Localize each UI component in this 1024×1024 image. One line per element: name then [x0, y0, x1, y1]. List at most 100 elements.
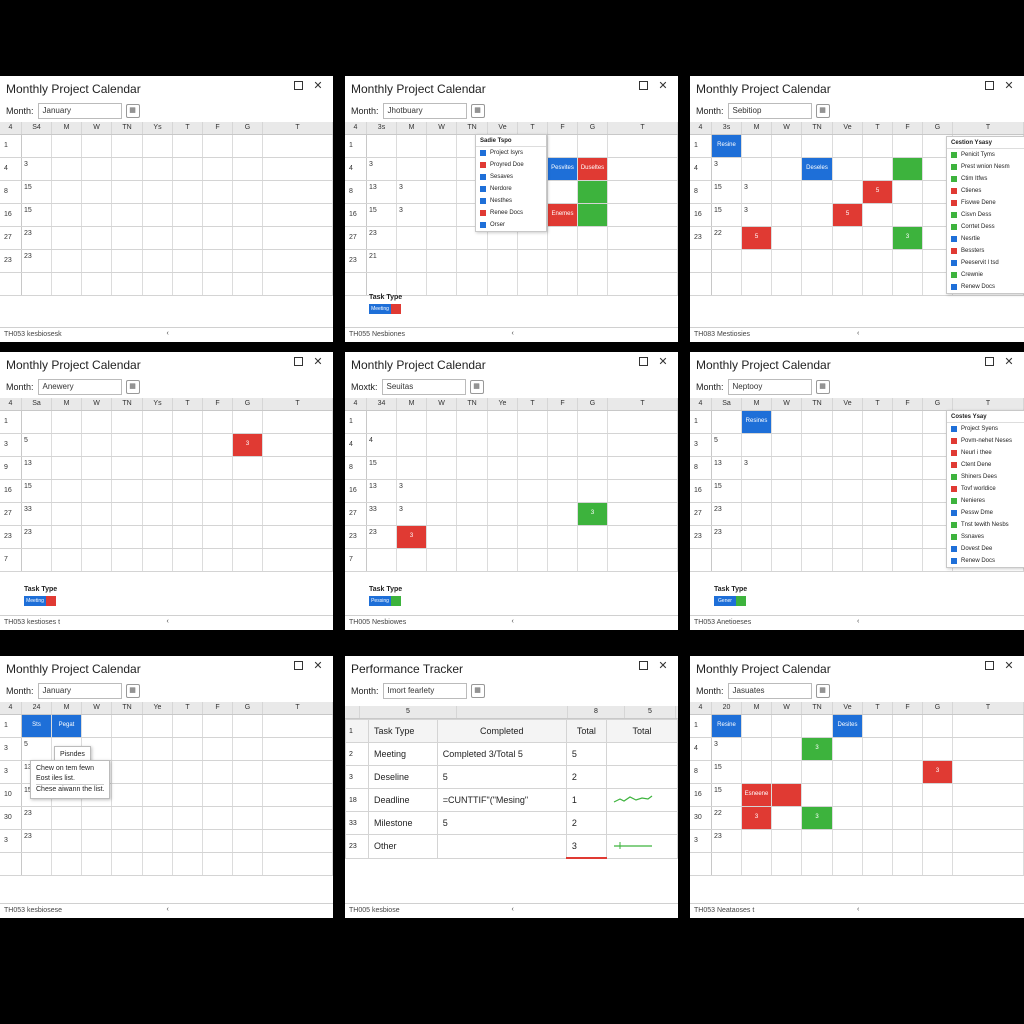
day-cell[interactable] [802, 135, 833, 157]
day-cell[interactable] [488, 457, 518, 479]
day-cell[interactable] [82, 273, 112, 295]
day-cell[interactable] [82, 526, 112, 548]
day-cell[interactable] [143, 784, 173, 806]
day-cell[interactable] [772, 807, 802, 829]
day-cell[interactable] [82, 181, 112, 203]
day-cell[interactable] [772, 738, 802, 760]
day-cell[interactable] [263, 853, 333, 875]
table-cell[interactable] [606, 834, 678, 859]
day-cell[interactable] [772, 158, 802, 180]
day-cell[interactable] [397, 549, 427, 571]
day-cell[interactable] [893, 853, 923, 875]
day-cell[interactable] [143, 434, 173, 456]
day-cell[interactable] [608, 204, 678, 226]
day-cell[interactable] [457, 250, 488, 272]
day-cell[interactable] [263, 457, 333, 479]
day-cell[interactable] [22, 549, 52, 571]
day-cell[interactable] [233, 273, 263, 295]
day-cell[interactable] [488, 411, 518, 433]
day-cell[interactable] [203, 807, 233, 829]
legend-item[interactable]: Ssnaves [947, 531, 1024, 543]
day-cell[interactable] [112, 715, 143, 737]
day-cell[interactable] [833, 549, 863, 571]
event-block[interactable]: 3 [923, 761, 952, 783]
day-cell[interactable] [893, 480, 923, 502]
day-cell[interactable] [863, 434, 893, 456]
day-cell[interactable] [52, 526, 82, 548]
event-block[interactable]: Deseles [802, 158, 832, 180]
day-cell[interactable] [893, 715, 923, 737]
day-cell[interactable] [203, 853, 233, 875]
calendar-icon[interactable]: ▦ [470, 684, 485, 698]
day-cell[interactable] [488, 273, 518, 295]
day-cell[interactable] [548, 526, 578, 548]
event-block[interactable]: 3 [893, 227, 922, 249]
day-cell[interactable] [52, 807, 82, 829]
table-cell[interactable]: 3 [565, 834, 608, 859]
day-cell[interactable] [772, 227, 802, 249]
day-cell[interactable] [863, 480, 893, 502]
day-cell[interactable] [548, 135, 578, 157]
day-cell[interactable] [82, 503, 112, 525]
day-cell[interactable] [233, 503, 263, 525]
maximize-button[interactable] [982, 355, 996, 366]
day-cell[interactable]: 3 [397, 526, 427, 548]
day-cell[interactable] [233, 204, 263, 226]
table-cell[interactable] [606, 811, 678, 835]
day-cell[interactable] [802, 480, 833, 502]
day-cell[interactable] [427, 250, 457, 272]
task-type-swatch[interactable] [46, 596, 56, 606]
day-cell[interactable] [427, 480, 457, 502]
day-cell[interactable]: 23 [367, 526, 397, 548]
day-cell[interactable] [112, 526, 143, 548]
day-cell[interactable] [833, 457, 863, 479]
day-cell[interactable] [548, 457, 578, 479]
day-cell[interactable] [457, 526, 488, 548]
day-cell[interactable] [863, 273, 893, 295]
day-cell[interactable] [488, 549, 518, 571]
day-cell[interactable] [112, 434, 143, 456]
day-cell[interactable] [173, 457, 203, 479]
day-cell[interactable] [742, 135, 772, 157]
day-cell[interactable] [833, 480, 863, 502]
task-type-swatch[interactable] [736, 596, 746, 606]
day-cell[interactable] [52, 158, 82, 180]
day-cell[interactable] [143, 250, 173, 272]
day-cell[interactable] [518, 457, 548, 479]
table-cell[interactable]: 2 [565, 811, 608, 835]
day-cell[interactable] [953, 715, 1024, 737]
day-cell[interactable] [112, 549, 143, 571]
day-cell[interactable] [203, 273, 233, 295]
legend-item[interactable]: Neurl i thee [947, 447, 1024, 459]
legend-item[interactable]: Fisvwe Dene [947, 197, 1024, 209]
day-cell[interactable] [772, 250, 802, 272]
day-cell[interactable] [203, 503, 233, 525]
day-cell[interactable] [263, 761, 333, 783]
day-cell[interactable] [173, 761, 203, 783]
table-cell[interactable]: =CUNTTIF"("Mesing" [436, 788, 567, 812]
day-cell[interactable] [82, 738, 112, 760]
day-cell[interactable] [457, 549, 488, 571]
day-cell[interactable] [112, 784, 143, 806]
day-cell[interactable] [833, 830, 863, 852]
day-cell[interactable] [143, 715, 173, 737]
day-cell[interactable]: Deseles [802, 158, 833, 180]
day-cell[interactable] [397, 227, 427, 249]
day-cell[interactable] [802, 434, 833, 456]
calendar-icon[interactable]: ▦ [125, 380, 140, 394]
day-cell[interactable] [263, 503, 333, 525]
day-cell[interactable] [263, 526, 333, 548]
day-cell[interactable] [397, 434, 427, 456]
day-cell[interactable] [427, 181, 457, 203]
table-cell[interactable]: Deadline [368, 788, 438, 812]
day-cell[interactable] [863, 204, 893, 226]
day-cell[interactable] [233, 250, 263, 272]
day-cell[interactable] [548, 181, 578, 203]
day-cell[interactable] [893, 434, 923, 456]
close-button[interactable]: ✕ [313, 80, 323, 92]
day-cell[interactable]: 5 [833, 204, 863, 226]
day-cell[interactable] [173, 227, 203, 249]
day-cell[interactable] [608, 158, 678, 180]
day-cell[interactable] [893, 784, 923, 806]
day-cell[interactable] [82, 135, 112, 157]
